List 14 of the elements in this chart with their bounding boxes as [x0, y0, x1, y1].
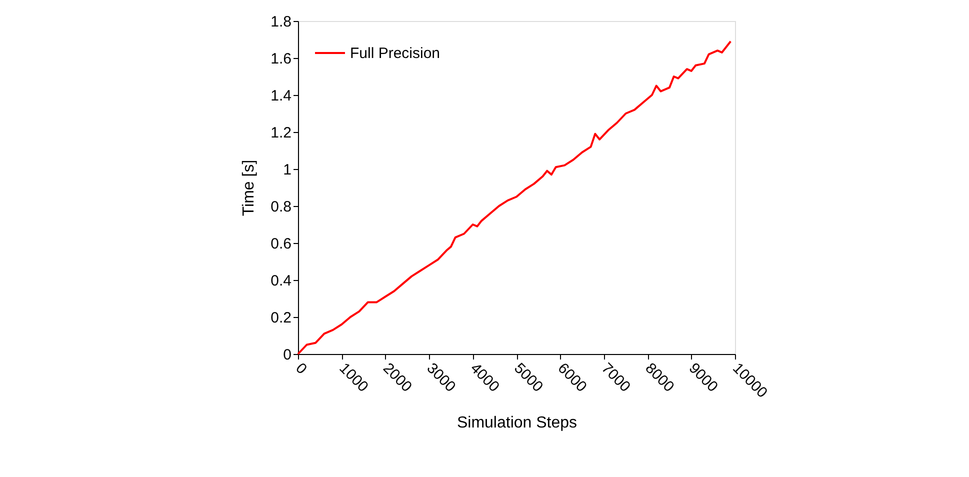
y-tick-label: 0	[283, 346, 292, 364]
y-tick-label: 1.8	[270, 14, 292, 30]
y-tick-label: 0.6	[270, 236, 292, 252]
y-axis-title: Time [s]	[240, 160, 258, 216]
y-tick-label: 1	[283, 162, 292, 178]
line-series	[297, 40, 732, 355]
y-tick-label: 1.4	[270, 88, 292, 104]
y-tick-label: 1.2	[270, 124, 292, 142]
y-tick-label: 0.4	[270, 272, 292, 290]
x-axis-title: Simulation Steps	[456, 414, 578, 432]
y-tick-label: 1.6	[270, 50, 292, 68]
legend-label: Full Precision	[350, 45, 440, 62]
y-tick-label: 0.2	[270, 310, 292, 326]
y-tick-label: 0.8	[270, 198, 292, 216]
